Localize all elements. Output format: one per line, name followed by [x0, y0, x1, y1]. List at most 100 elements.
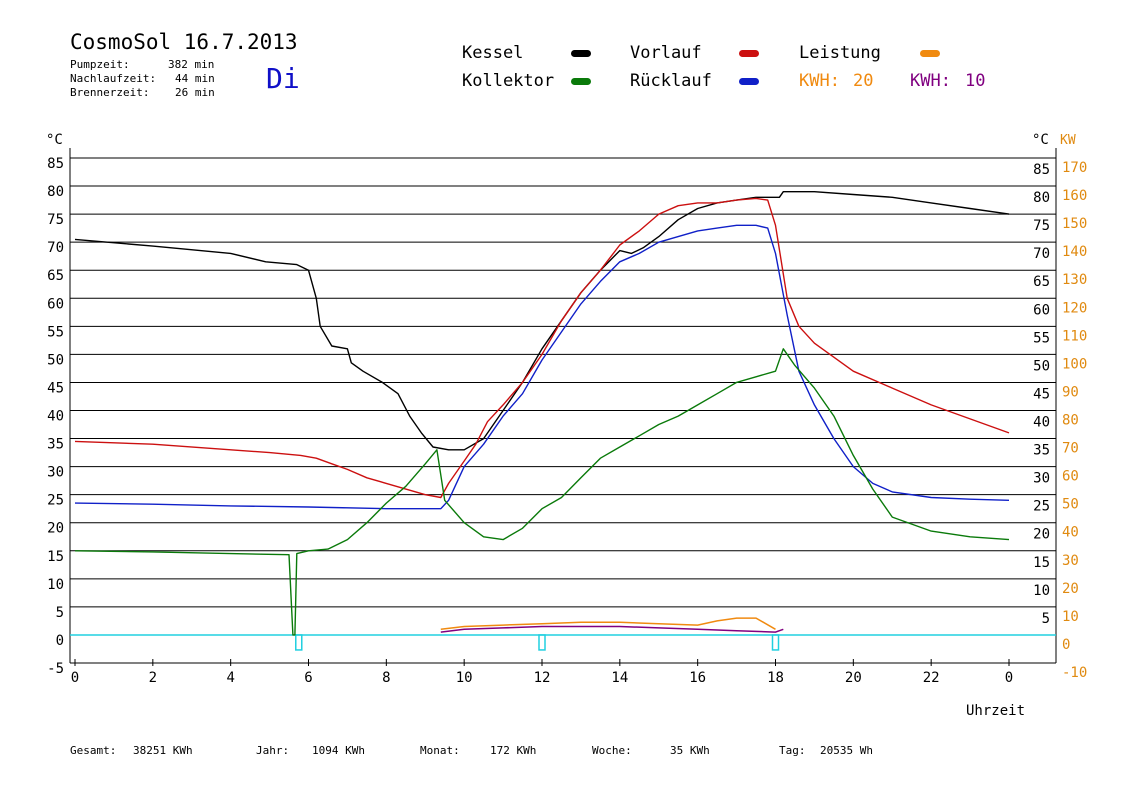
y-tick-label-right: 65	[1033, 274, 1050, 290]
kw-tick-label: 130	[1062, 272, 1087, 288]
kw-tick-label: 0	[1062, 637, 1070, 653]
x-tick-label: 10	[456, 670, 473, 686]
footer-gesamt-value: 38251 KWh	[133, 744, 193, 757]
x-tick-label: 14	[611, 670, 628, 686]
x-tick-label: 20	[845, 670, 862, 686]
legend-vorlauf-label: Vorlauf	[630, 43, 702, 63]
y-tick-label-right: 20	[1033, 527, 1050, 543]
pump-marker	[538, 634, 546, 651]
kw-axis-unit: KW	[1060, 133, 1076, 148]
y-tick-label: -5	[47, 661, 64, 677]
footer-monat-value: 172 KWh	[490, 744, 537, 757]
y-tick-label-right: 30	[1033, 471, 1050, 487]
legend-vorlauf-swatch	[739, 50, 759, 57]
footer-woche-value: 35 KWh	[670, 744, 710, 757]
x-tick-label: 12	[534, 670, 551, 686]
brennerzeit-value: 26 min	[175, 86, 215, 99]
weekday-label: Di	[266, 62, 300, 95]
y-axis-unit-right: °C	[1032, 132, 1049, 148]
legend-kessel-label: Kessel	[462, 43, 524, 63]
x-tick-label: 2	[149, 670, 157, 686]
y-tick-label-right: 25	[1033, 499, 1050, 515]
kw-tick-label: 140	[1062, 244, 1087, 260]
x-tick-label: 6	[304, 670, 312, 686]
footer-monat-label: Monat:	[420, 744, 460, 757]
legend-leistung-swatch	[920, 50, 940, 57]
series-line-ruecklauf	[74, 224, 1010, 510]
chart-title: CosmoSol 16.7.2013	[70, 30, 298, 54]
kw-tick-label: 100	[1062, 356, 1087, 372]
y-tick-label-right: 60	[1033, 302, 1050, 318]
kw-tick-label: 120	[1062, 300, 1087, 316]
y-tick-label: 25	[47, 493, 64, 509]
y-tick-label: 40	[47, 409, 64, 425]
pump-marker	[295, 634, 303, 651]
y-tick-label: 60	[47, 296, 64, 312]
y-tick-label-right: 40	[1033, 415, 1050, 431]
y-tick-label: 55	[47, 324, 64, 340]
pump-marker	[771, 634, 780, 651]
legend-kollektor-label: Kollektor	[462, 71, 555, 91]
kw-tick-label: 30	[1062, 553, 1079, 569]
y-tick-label: 50	[47, 352, 64, 368]
footer-tag-value: 20535 Wh	[820, 744, 873, 757]
legend-kwh2-label: KWH:	[910, 71, 951, 91]
legend-ruecklauf-label: Rücklauf	[630, 71, 712, 91]
series-line-vorlauf	[74, 197, 1010, 499]
y-tick-label: 45	[47, 380, 64, 396]
footer-gesamt-label: Gesamt:	[70, 744, 117, 757]
legend-kessel-swatch	[571, 50, 591, 57]
legend-kwh1-value: 20	[853, 71, 874, 91]
x-tick-label: 0	[71, 670, 79, 686]
y-tick-label-right: 85	[1033, 162, 1050, 178]
y-tick-label: 75	[47, 212, 64, 228]
y-tick-label-right: 35	[1033, 443, 1050, 459]
legend-kwh1-label: KWH:	[799, 71, 840, 91]
y-tick-label: 20	[47, 521, 64, 537]
y-tick-label-right: 10	[1033, 583, 1050, 599]
y-tick-label-right: 5	[1042, 611, 1050, 627]
y-axis-unit-left: °C	[46, 132, 63, 148]
pumpzeit-label: Pumpzeit:	[70, 58, 130, 71]
kw-tick-label: 20	[1062, 581, 1079, 597]
x-axis-label: Uhrzeit	[966, 703, 1025, 719]
y-tick-label: 70	[47, 240, 64, 256]
y-tick-label-right: 75	[1033, 218, 1050, 234]
x-tick-label: 8	[382, 670, 390, 686]
kw-tick-label: 160	[1062, 188, 1087, 204]
y-tick-label: 10	[47, 577, 64, 593]
kw-tick-label: 110	[1062, 328, 1087, 344]
brennerzeit-label: Brennerzeit:	[70, 86, 150, 99]
footer-tag-label: Tag:	[779, 744, 806, 757]
x-tick-label: 18	[767, 670, 784, 686]
footer-jahr-label: Jahr:	[256, 744, 290, 757]
kw-tick-label: 60	[1062, 469, 1079, 485]
y-tick-label: 5	[56, 605, 64, 621]
y-tick-label: 35	[47, 437, 64, 453]
y-tick-label: 85	[47, 156, 64, 172]
kw-tick-label: -10	[1062, 665, 1087, 681]
y-tick-label-right: 70	[1033, 246, 1050, 262]
pumpzeit-value: 382 min	[168, 58, 215, 71]
y-tick-label-right: 55	[1033, 330, 1050, 346]
y-tick-label: 0	[56, 633, 64, 649]
x-tick-label: 22	[923, 670, 940, 686]
kw-tick-label: 50	[1062, 497, 1079, 513]
kw-tick-label: 40	[1062, 525, 1079, 541]
kw-tick-label: 150	[1062, 216, 1087, 232]
x-tick-label: 0	[1005, 670, 1013, 686]
y-tick-label: 15	[47, 549, 64, 565]
kw-tick-label: 80	[1062, 413, 1079, 429]
nachlaufzeit-value: 44 min	[175, 72, 215, 85]
y-tick-label-right: 45	[1033, 386, 1050, 402]
footer-jahr-value: 1094 KWh	[312, 744, 365, 757]
y-tick-label-right: 15	[1033, 555, 1050, 571]
footer-woche-label: Woche:	[592, 744, 632, 757]
y-tick-label: 65	[47, 268, 64, 284]
kw-series-line-leistung	[440, 617, 776, 631]
kw-tick-label: 90	[1062, 384, 1079, 400]
y-tick-label-right: 80	[1033, 190, 1050, 206]
x-tick-label: 4	[226, 670, 234, 686]
legend-kollektor-swatch	[571, 78, 591, 85]
